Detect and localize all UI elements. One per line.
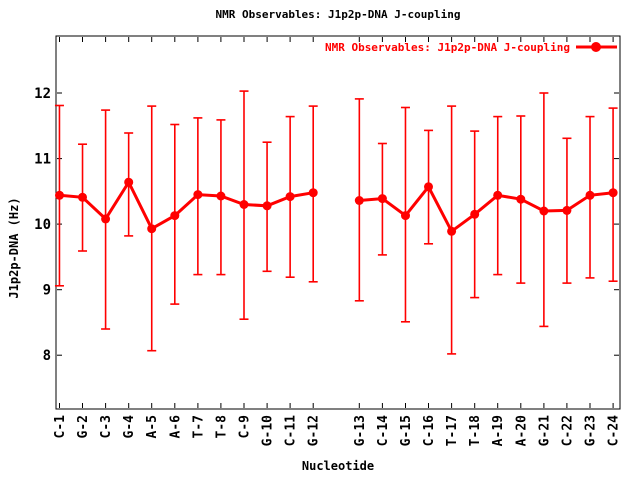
data-point-C-3 xyxy=(101,214,111,224)
data-point-T-7 xyxy=(193,190,203,200)
x-tick-label: C-3 xyxy=(99,415,114,438)
data-point-G-23 xyxy=(585,190,595,200)
data-point-C-16 xyxy=(424,182,433,192)
data-point-C-14 xyxy=(377,194,387,204)
data-point-G-15 xyxy=(401,211,410,221)
x-tick-label: A-5 xyxy=(145,415,160,438)
x-tick-label: T-8 xyxy=(214,415,229,439)
data-point-A-5 xyxy=(147,224,157,234)
x-tick-label: C-22 xyxy=(560,415,575,446)
x-tick-label: C-16 xyxy=(422,415,437,446)
data-point-G-21 xyxy=(539,206,549,216)
data-point-G-12 xyxy=(308,188,318,198)
x-tick-label: G-10 xyxy=(261,415,276,446)
data-point-T-8 xyxy=(216,191,226,201)
series-line xyxy=(359,184,614,234)
data-point-G-2 xyxy=(78,192,87,202)
x-tick-label: G-2 xyxy=(76,415,91,438)
data-point-C-1 xyxy=(55,190,64,200)
x-axis-title: Nucleotide xyxy=(301,459,375,473)
x-tick-label: A-19 xyxy=(491,415,506,446)
data-point-T-17 xyxy=(447,226,457,236)
plot-border xyxy=(55,35,621,410)
legend-label: NMR Observables: J1p2p-DNA J-coupling xyxy=(325,41,570,54)
series-line xyxy=(59,179,314,231)
x-tick-label: T-18 xyxy=(468,415,483,446)
x-tick-label: G-23 xyxy=(584,415,599,446)
data-point-C-11 xyxy=(285,192,295,202)
x-tick-label: C-9 xyxy=(238,415,253,438)
x-tick-label: G-21 xyxy=(537,415,552,446)
y-tick-label: 9 xyxy=(43,283,51,299)
x-tick-label: C-24 xyxy=(607,415,622,446)
x-tick-label: C-14 xyxy=(376,415,391,446)
x-tick-label: G-12 xyxy=(307,415,322,446)
chart-title: NMR Observables: J1p2p-DNA J-coupling xyxy=(215,8,461,21)
y-tick-label: 12 xyxy=(34,86,51,102)
x-tick-label: C-11 xyxy=(284,415,299,446)
x-tick-label: A-6 xyxy=(168,415,183,439)
data-point-C-9 xyxy=(239,200,249,209)
y-tick-label: 8 xyxy=(43,348,51,364)
x-tick-label: T-17 xyxy=(445,415,460,446)
x-tick-label: G-4 xyxy=(122,415,137,439)
data-point-G-4 xyxy=(124,177,134,187)
plot-generated: 8 9 10 11 12 C-1 G-2 C-3 G-4 A-5 A-6 T-7 T-8 C-9 G-10 C… xyxy=(34,37,622,446)
x-tick-label: G-13 xyxy=(353,415,368,446)
x-tick-label: C-1 xyxy=(53,415,68,439)
data-point-A-6 xyxy=(170,211,180,221)
x-tick-label: A-20 xyxy=(514,415,529,446)
data-point-A-19 xyxy=(493,190,503,200)
y-axis-title: J1p2p-DNA (Hz) xyxy=(7,197,21,298)
x-tick-label: T-7 xyxy=(191,415,206,438)
y-tick-label: 10 xyxy=(34,217,51,233)
legend-marker-sample xyxy=(591,42,601,52)
data-point-A-20 xyxy=(516,194,526,204)
y-tick-label: 11 xyxy=(34,152,51,168)
data-point-T-18 xyxy=(470,209,480,219)
x-tick-label: G-15 xyxy=(399,415,414,446)
data-point-G-10 xyxy=(262,201,272,211)
data-point-G-13 xyxy=(354,196,364,205)
data-point-C-24 xyxy=(608,188,618,198)
data-point-C-22 xyxy=(562,205,572,215)
